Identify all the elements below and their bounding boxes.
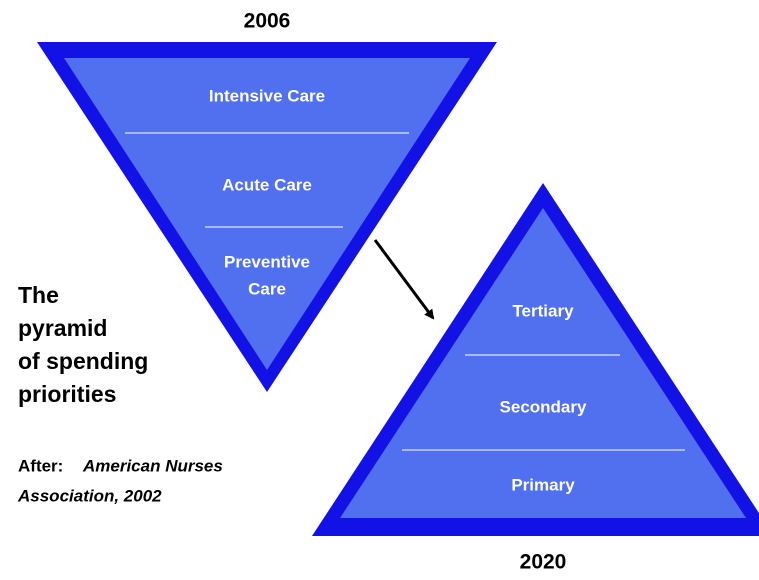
pyramid-inner bbox=[64, 58, 470, 370]
level-label: Acute Care bbox=[222, 175, 312, 194]
year-label: 2020 bbox=[520, 551, 567, 574]
level-label: Preventive bbox=[224, 252, 310, 271]
pyramid-inner bbox=[340, 208, 746, 518]
arrow bbox=[373, 239, 435, 320]
level-label: Care bbox=[248, 279, 286, 298]
caption-line: of spending bbox=[18, 348, 148, 374]
source-line: American Nurses bbox=[82, 456, 223, 475]
level-label: Tertiary bbox=[512, 301, 574, 320]
source-line: Association, 2002 bbox=[17, 486, 162, 505]
caption-line: priorities bbox=[18, 381, 116, 407]
level-label: Secondary bbox=[500, 397, 587, 416]
level-label: Primary bbox=[511, 475, 575, 494]
caption-line: pyramid bbox=[18, 315, 107, 341]
level-label: Intensive Care bbox=[209, 86, 325, 105]
year-label: 2006 bbox=[244, 10, 291, 33]
source-label: After: bbox=[18, 456, 63, 475]
caption-line: The bbox=[18, 282, 59, 308]
